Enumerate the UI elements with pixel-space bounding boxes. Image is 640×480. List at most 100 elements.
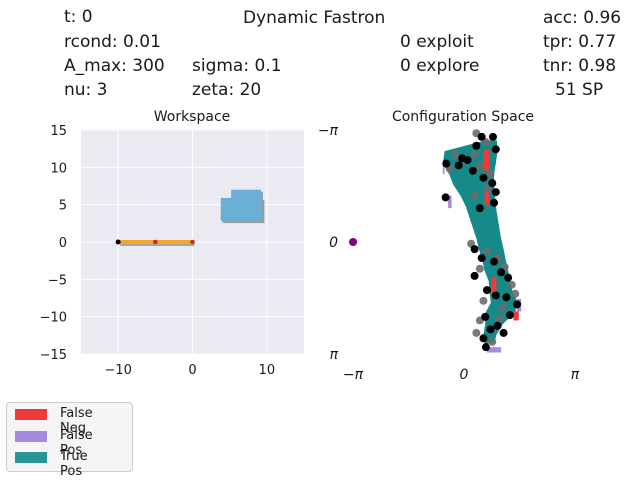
- support-point: [470, 150, 479, 159]
- support-point: [479, 173, 488, 182]
- support-point: [470, 245, 479, 254]
- false-neg-region: [491, 277, 497, 296]
- true-pos-region: [442, 140, 517, 344]
- exploit-label: 0 exploit: [400, 32, 474, 52]
- robot-arm: [115, 239, 195, 246]
- configuration-y-tick-label: 0: [329, 235, 338, 251]
- workspace-x-tick-label: 10: [259, 363, 276, 378]
- false-pos-region: [448, 195, 452, 209]
- configuration-y-tick-label: −π: [318, 123, 339, 139]
- support-point: [472, 328, 481, 337]
- support-point: [475, 204, 484, 213]
- support-point: [488, 132, 497, 141]
- tnr-label: tnr: 0.98: [543, 56, 617, 76]
- support-point: [468, 166, 477, 175]
- support-point: [491, 291, 500, 300]
- support-point: [488, 179, 497, 188]
- configuration-x-tick-label: π: [571, 367, 580, 383]
- configuration-space-title: Configuration Space: [392, 109, 534, 125]
- legend-label-false-neg: False Neg: [60, 406, 93, 436]
- workspace-plot: −10 0 10 15 10 5 0 −5 −10 −15 Workspace: [40, 109, 304, 378]
- support-point: [463, 156, 472, 165]
- configuration-space-ticks: −π 0 π−π0π: [318, 123, 580, 383]
- workspace-y-tick-label: 15: [50, 124, 67, 139]
- false-pos-region: [486, 347, 502, 353]
- support-point: [454, 161, 463, 170]
- legend-swatch-true-pos: [15, 452, 47, 463]
- support-point: [502, 293, 511, 302]
- support-point: [499, 328, 508, 337]
- false-neg-region: [484, 190, 490, 205]
- sigma-label: sigma: 0.1: [192, 56, 282, 76]
- support-point: [477, 254, 486, 263]
- support-point: [475, 161, 484, 170]
- support-point: [442, 159, 451, 168]
- support-point: [481, 312, 490, 321]
- false-neg-region: [513, 311, 519, 321]
- support-point: [482, 184, 491, 193]
- arm-base: [115, 239, 121, 245]
- time-label: t: 0: [64, 7, 93, 27]
- workspace-y-tick-label: −10: [40, 311, 67, 326]
- obstacle: [220, 197, 263, 222]
- configuration-x-tick-label: −π: [343, 367, 364, 383]
- obstacles: [220, 189, 265, 224]
- support-point: [490, 257, 499, 266]
- support-point: [472, 141, 481, 150]
- support-point: [482, 246, 491, 255]
- support-point: [497, 268, 506, 277]
- support-point: [475, 264, 484, 273]
- arm-joint: [190, 239, 195, 245]
- legend-label-true-pos: True Pos: [60, 449, 88, 479]
- support-point: [441, 193, 450, 202]
- support-point: [481, 138, 490, 147]
- current-configuration-marker: [349, 238, 358, 246]
- rcond-label: rcond: 0.01: [64, 32, 161, 52]
- support-point: [488, 337, 497, 346]
- support-point: [470, 191, 479, 200]
- workspace-y-tick-label: −15: [40, 348, 67, 363]
- support-point: [512, 300, 521, 309]
- legend: False Neg False Pos True Pos: [6, 402, 133, 479]
- tpr-label: tpr: 0.77: [543, 32, 617, 52]
- support-point: [486, 325, 495, 334]
- support-point: [470, 271, 479, 280]
- a-max-label: A_max: 300: [64, 56, 165, 76]
- support-point: [493, 321, 502, 330]
- support-point: [479, 334, 488, 343]
- zeta-label: zeta: 20: [192, 80, 262, 100]
- workspace-y-tick-label: 0: [59, 236, 67, 251]
- nu-label: nu: 3: [64, 80, 108, 100]
- page-title: Dynamic Fastron: [243, 8, 386, 28]
- workspace-y-tick-label: 10: [50, 161, 67, 176]
- workspace-title: Workspace: [154, 109, 231, 125]
- configuration-x-tick-label: 0: [460, 367, 469, 383]
- accuracy-label: acc: 0.96: [543, 8, 622, 28]
- support-point: [481, 343, 490, 352]
- support-point: [479, 296, 488, 305]
- workspace-y-tick-label: −5: [48, 273, 67, 288]
- support-point: [482, 286, 491, 295]
- configuration-y-tick-label: π: [330, 347, 339, 363]
- support-point: [498, 303, 507, 312]
- support-point: [490, 198, 499, 207]
- explore-label: 0 explore: [400, 56, 480, 76]
- workspace-x-tick-label: 0: [188, 363, 196, 378]
- workspace-x-tick-label: −10: [104, 363, 131, 378]
- support-point: [451, 150, 460, 159]
- legend-swatch-false-neg: [15, 409, 47, 420]
- support-points: [349, 129, 521, 352]
- legend-swatch-false-pos: [15, 431, 47, 442]
- legend-label-false-pos: False Pos: [60, 428, 93, 458]
- false-neg-region: [483, 149, 490, 171]
- obstacle: [231, 189, 261, 199]
- support-point: [511, 289, 520, 298]
- support-point: [504, 273, 513, 282]
- configuration-space-plot: −π 0 π−π0π Configuration Space: [318, 109, 580, 383]
- support-point: [495, 314, 504, 323]
- support-point: [507, 280, 516, 289]
- false-pos-region: [442, 160, 445, 175]
- workspace-ticks: −10 0 10 15 10 5 0 −5 −10 −15: [40, 124, 276, 378]
- support-point: [477, 132, 486, 141]
